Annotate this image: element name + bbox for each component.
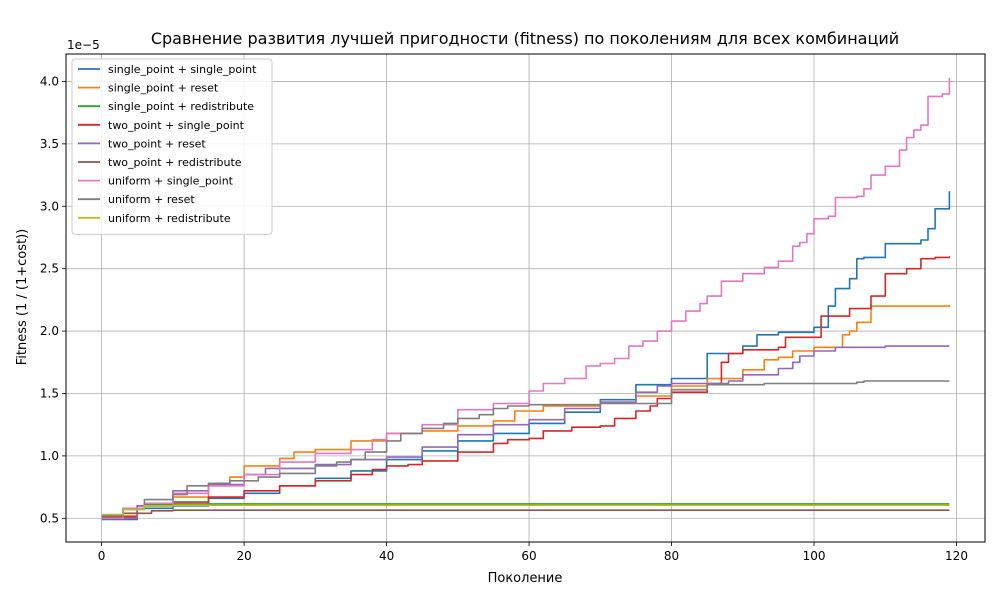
x-tick-label: 120 xyxy=(945,549,968,563)
legend-entry: uniform + reset xyxy=(108,193,195,206)
series-line xyxy=(101,304,951,517)
x-tick-label: 40 xyxy=(379,549,394,563)
legend-entry: two_point + reset xyxy=(108,137,206,150)
y-axis-label: Fitness (1 / (1+cost)) xyxy=(15,229,30,366)
series-line xyxy=(101,77,951,520)
series-line xyxy=(101,504,950,516)
x-tick-label: 60 xyxy=(521,549,536,563)
legend-entry: single_point + reset xyxy=(108,82,219,95)
x-tick-label: 20 xyxy=(236,549,251,563)
legend-entry: single_point + redistribute xyxy=(108,100,254,113)
grid xyxy=(66,54,985,542)
legend-entry: single_point + single_point xyxy=(108,63,257,76)
y-tick-label: 3.0 xyxy=(40,199,59,213)
y-tick-label: 4.0 xyxy=(40,74,59,88)
y-tick-label: 3.5 xyxy=(40,137,59,151)
x-axis-ticks: 0 20 40 60 80 100 120 xyxy=(98,542,968,563)
y-tick-label: 1.5 xyxy=(40,386,59,400)
x-tick-label: 80 xyxy=(664,549,679,563)
series-lines xyxy=(101,77,951,521)
chart-title: Сравнение развития лучшей пригодности (f… xyxy=(151,29,899,48)
y-tick-label: 2.0 xyxy=(40,324,59,338)
legend-entry: uniform + redistribute xyxy=(108,212,231,225)
series-line xyxy=(101,256,951,518)
y-tick-label: 2.5 xyxy=(40,262,59,276)
y-tick-label: 1.0 xyxy=(40,449,59,463)
x-tick-label: 0 xyxy=(98,549,106,563)
legend-box xyxy=(71,58,273,235)
legend-entry: uniform + single_point xyxy=(108,175,234,188)
legend-entry: two_point + single_point xyxy=(108,119,245,132)
legend-entry: two_point + redistribute xyxy=(108,156,242,169)
x-axis-label: Поколение xyxy=(488,571,563,586)
y-tick-label: 0.5 xyxy=(40,511,59,525)
y-axis-ticks: 0.5 1.0 1.5 2.0 2.5 3.0 3.5 4.0 xyxy=(40,74,66,525)
y-axis-scale-label: 1e−5 xyxy=(67,38,100,52)
legend: single_point + single_point single_point … xyxy=(71,58,273,235)
plot-frame xyxy=(65,53,986,543)
x-tick-label: 100 xyxy=(803,549,826,563)
series-line xyxy=(101,380,950,517)
